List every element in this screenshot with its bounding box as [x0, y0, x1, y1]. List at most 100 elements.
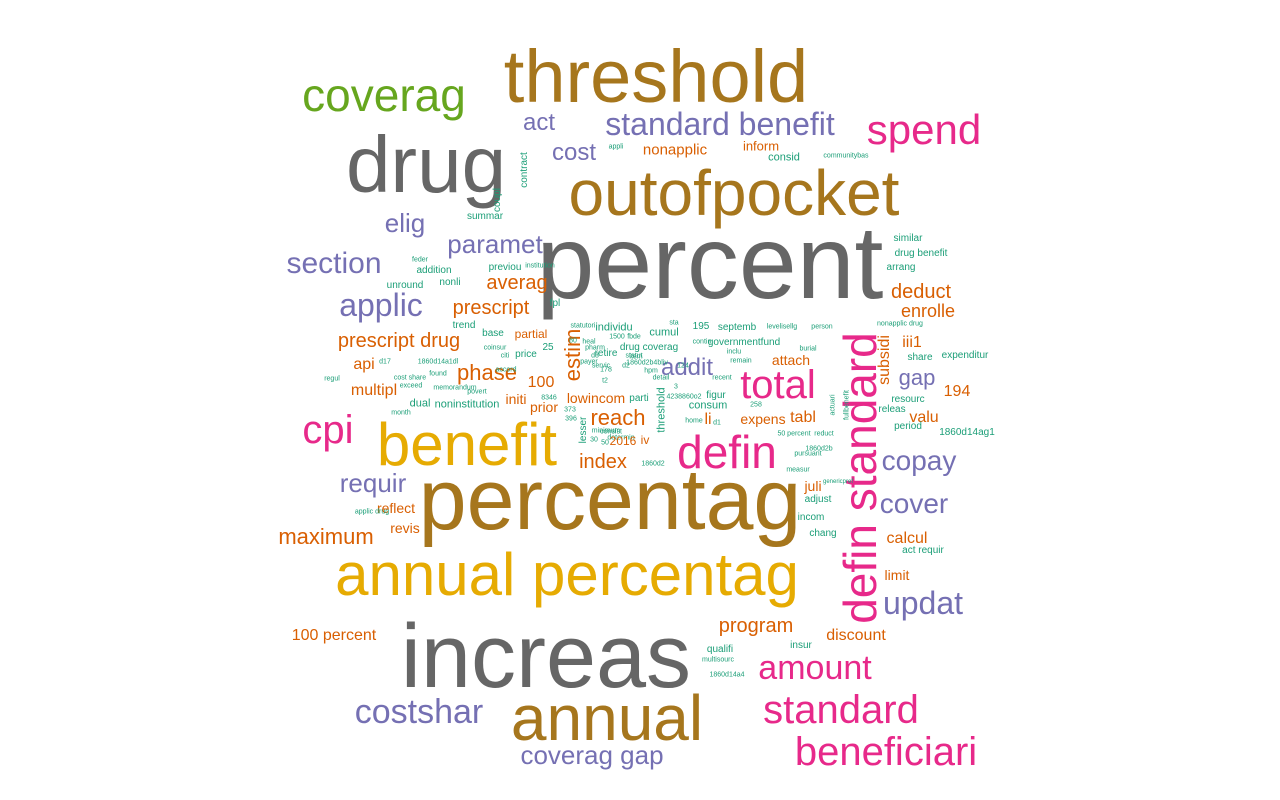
word: figur	[706, 390, 726, 401]
word: tabl	[790, 409, 816, 426]
word: addition	[416, 265, 452, 276]
word: addit	[660, 354, 714, 381]
word: month	[391, 409, 411, 417]
word: annual percentag	[335, 541, 799, 608]
word: 194	[943, 383, 971, 400]
word: initi	[505, 391, 527, 407]
word: d2	[622, 362, 630, 370]
word: reflect	[376, 500, 416, 516]
word: insur	[790, 640, 812, 651]
word: iv	[640, 433, 650, 447]
word: accord	[495, 366, 517, 374]
word: individu	[595, 321, 633, 334]
word: revis	[390, 520, 420, 536]
word: beneficiari	[794, 730, 978, 774]
word: incom	[797, 512, 825, 523]
word: arrang	[886, 262, 916, 273]
word: feder	[412, 256, 428, 264]
word: 25	[542, 342, 554, 353]
word: valu	[909, 409, 939, 426]
word: period	[894, 421, 922, 432]
word: communitybas	[823, 152, 869, 160]
word: fullbenefit	[843, 390, 851, 420]
word: api	[353, 356, 375, 373]
word: detail	[652, 374, 670, 382]
word: standard benefit	[605, 106, 835, 142]
word: 1860d14a4	[709, 671, 745, 679]
word: benefit	[376, 411, 558, 478]
word: total	[740, 363, 816, 407]
word: statutori	[570, 322, 596, 330]
word: cost share	[393, 374, 427, 382]
word: reach	[590, 405, 646, 430]
word: juli	[804, 478, 822, 494]
word: share	[907, 352, 933, 363]
word: memorandum	[433, 384, 477, 392]
word: resourc	[891, 394, 925, 405]
word: percentag	[418, 452, 802, 548]
word: drug benefit	[894, 248, 948, 259]
word: threshold	[503, 35, 809, 118]
word: act requir	[902, 545, 944, 556]
word: costshar	[354, 693, 484, 731]
word: applic	[339, 287, 423, 323]
word: pursuant	[794, 450, 822, 458]
word: fbde	[627, 333, 641, 341]
word: reduct	[814, 430, 834, 438]
word: chang	[809, 528, 837, 539]
word: iii1	[902, 334, 922, 351]
word: annual	[510, 682, 704, 754]
word: partial	[514, 327, 548, 341]
word: program	[718, 615, 794, 637]
word: nonapplic	[642, 141, 708, 159]
word: drug	[345, 120, 507, 209]
word: multipl	[350, 382, 398, 399]
word: percent	[536, 205, 884, 321]
word: cumul	[649, 326, 679, 339]
word: averag	[486, 272, 548, 294]
word: applic drug	[354, 508, 390, 516]
word: coupl	[492, 188, 503, 212]
word: noninstitution	[434, 398, 500, 411]
word: releas	[878, 404, 906, 415]
word: adjust	[804, 494, 832, 505]
word: nonapplic drug	[877, 320, 923, 328]
word: similar	[893, 233, 923, 244]
word: 50 percent	[777, 430, 811, 438]
word: prescript drug	[337, 330, 461, 352]
word: cpi	[302, 408, 354, 452]
word: 1860d2	[641, 460, 665, 468]
word: found	[429, 370, 447, 378]
word: prior	[529, 399, 559, 415]
word: retire	[594, 348, 618, 359]
word: maximum	[278, 524, 374, 549]
word: multisourc	[702, 656, 734, 664]
word: lesser	[578, 416, 589, 444]
word: li	[704, 411, 712, 428]
word: 30	[590, 436, 598, 444]
word: d17	[379, 358, 391, 366]
word: standard	[763, 688, 919, 732]
word: 396	[565, 415, 577, 423]
word: d3	[591, 352, 599, 360]
word: remain	[730, 357, 752, 365]
word: drug coverag	[619, 342, 679, 353]
word: 1860d14ag1	[939, 427, 995, 438]
word: phase	[457, 360, 517, 385]
word: povert	[467, 388, 487, 396]
word: person	[811, 323, 833, 331]
word: governmentfund	[707, 337, 781, 348]
word: consum	[688, 399, 728, 412]
word: 178	[600, 366, 612, 374]
word: previou	[488, 262, 522, 273]
word: act	[522, 109, 556, 136]
word: increas	[400, 607, 692, 707]
word: 3	[674, 383, 678, 391]
word: discount	[826, 627, 886, 644]
word: 50	[601, 439, 609, 447]
word: cost	[551, 139, 597, 166]
word: 100	[527, 374, 555, 391]
word: index	[579, 451, 627, 473]
word: outofpocket	[568, 157, 900, 229]
word: nonli	[439, 277, 461, 288]
